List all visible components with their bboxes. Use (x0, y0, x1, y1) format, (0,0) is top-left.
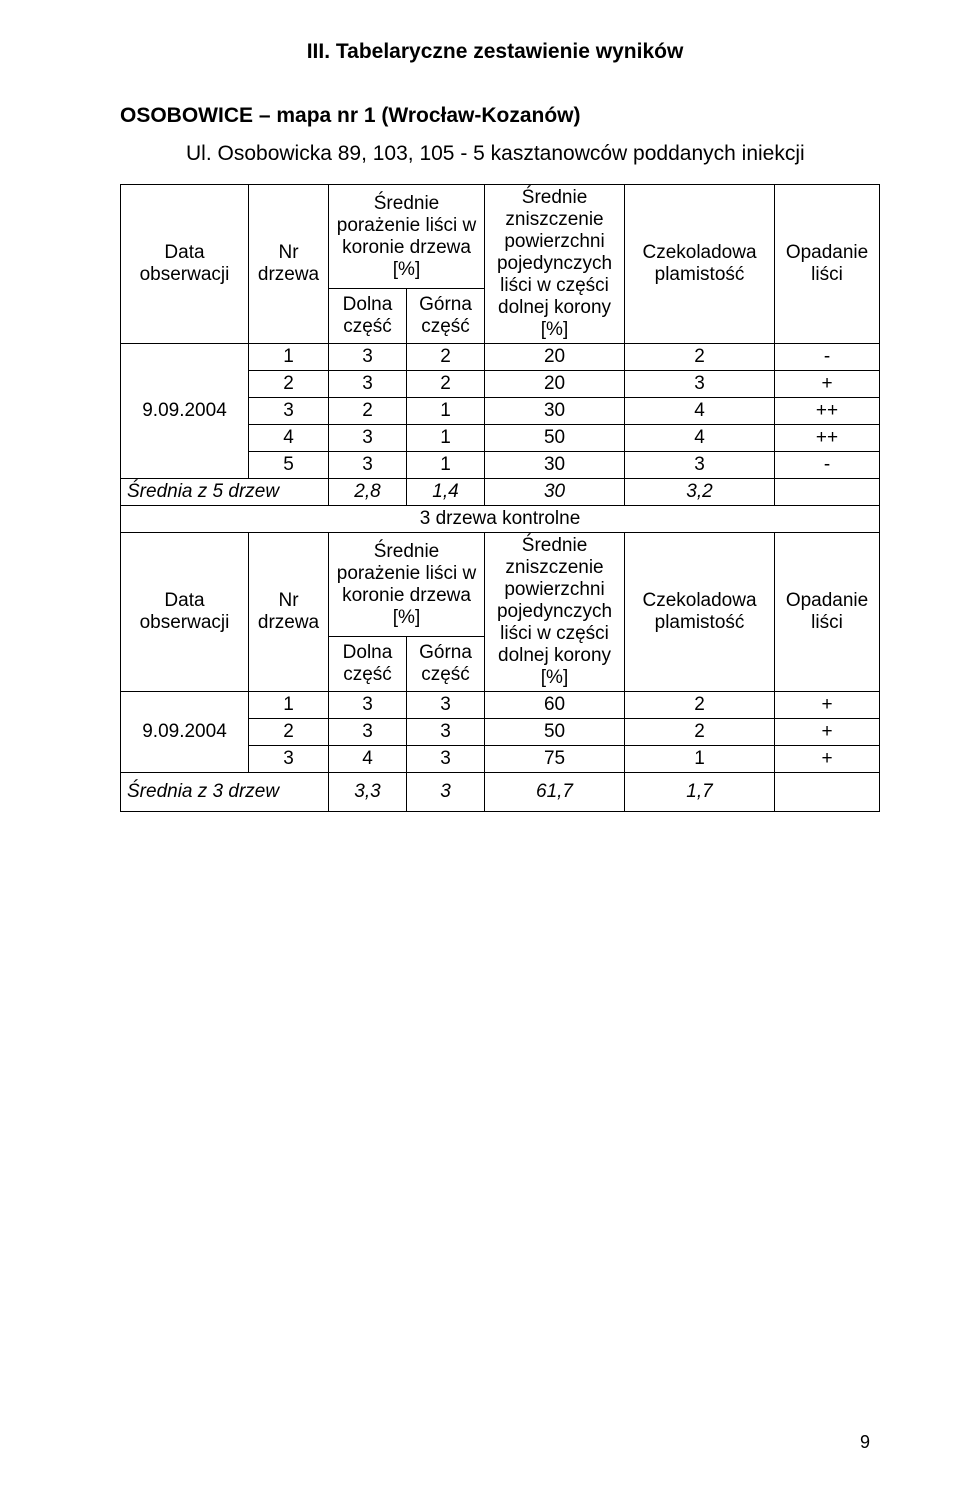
cell: 2 (407, 344, 485, 371)
page-number: 9 (860, 1432, 870, 1453)
street-heading: Ul. Osobowicka 89, 103, 105 - 5 kasztano… (186, 142, 870, 166)
hdr-czeko: Czekoladowa plamistość (625, 533, 775, 692)
cell: 3,3 (329, 773, 407, 812)
cell: 50 (485, 719, 625, 746)
cell: 4 (625, 425, 775, 452)
cell: ++ (775, 425, 880, 452)
cell: 1 (249, 344, 329, 371)
location-heading: OSOBOWICE – mapa nr 1 (Wrocław-Kozanów) (120, 104, 870, 128)
cell: 3 (407, 692, 485, 719)
cell: 30 (485, 398, 625, 425)
cell: 3 (329, 344, 407, 371)
avg-label: Średnia z 3 drzew (121, 773, 329, 812)
cell: 2 (329, 398, 407, 425)
cell: 3 (407, 773, 485, 812)
page-title: III. Tabelaryczne zestawienie wyników (120, 40, 870, 64)
cell: + (775, 719, 880, 746)
cell: 2 (249, 719, 329, 746)
cell: 3 (329, 692, 407, 719)
cell: 3 (625, 371, 775, 398)
cell: 4 (329, 746, 407, 773)
cell: 3 (625, 452, 775, 479)
hdr-czeko: Czekoladowa plamistość (625, 185, 775, 344)
cell: 3 (407, 746, 485, 773)
cell: 3 (407, 719, 485, 746)
cell: 1 (407, 398, 485, 425)
cell: 2,8 (329, 479, 407, 506)
hdr-opad: Opadanie liści (775, 185, 880, 344)
cell (775, 479, 880, 506)
avg-row: Średnia z 5 drzew 2,8 1,4 30 3,2 (121, 479, 880, 506)
hdr-sred-znisz: Średnie zniszczenie powierzchni pojedync… (485, 533, 625, 692)
cell: + (775, 692, 880, 719)
hdr-sred-poraz: Średnie porażenie liści w koronie drzewa… (329, 533, 485, 637)
control-heading-row: 3 drzewa kontrolne (121, 506, 880, 533)
cell: 3 (329, 452, 407, 479)
date-cell: 9.09.2004 (121, 692, 249, 773)
hdr-dolna: Dolna część (329, 637, 407, 692)
cell: 60 (485, 692, 625, 719)
cell: 3 (249, 746, 329, 773)
date-cell: 9.09.2004 (121, 344, 249, 479)
hdr-nr-drzewa: Nr drzewa (249, 185, 329, 344)
cell: 2 (407, 371, 485, 398)
hdr-nr-drzewa: Nr drzewa (249, 533, 329, 692)
cell: 1,7 (625, 773, 775, 812)
cell: - (775, 344, 880, 371)
cell: 2 (625, 344, 775, 371)
hdr-sred-znisz: Średnie zniszczenie powierzchni pojedync… (485, 185, 625, 344)
cell: 75 (485, 746, 625, 773)
results-table: Data obserwacji Nr drzewa Średnie poraże… (120, 184, 880, 812)
hdr-opad: Opadanie liści (775, 533, 880, 692)
cell: 30 (485, 452, 625, 479)
cell: ++ (775, 398, 880, 425)
cell: 1 (407, 452, 485, 479)
cell (775, 773, 880, 812)
cell: 3 (329, 425, 407, 452)
cell: 5 (249, 452, 329, 479)
cell: + (775, 746, 880, 773)
cell: 1,4 (407, 479, 485, 506)
cell: 20 (485, 344, 625, 371)
table-row: 9.09.2004 1 3 2 20 2 - (121, 344, 880, 371)
hdr-gorna: Górna część (407, 637, 485, 692)
cell: 1 (625, 746, 775, 773)
hdr-sred-poraz: Średnie porażenie liści w koronie drzewa… (329, 185, 485, 289)
avg-label: Średnia z 5 drzew (121, 479, 329, 506)
cell: 4 (249, 425, 329, 452)
table-row: 9.09.2004 1 3 3 60 2 + (121, 692, 880, 719)
cell: 4 (625, 398, 775, 425)
cell: 61,7 (485, 773, 625, 812)
cell: 1 (249, 692, 329, 719)
cell: + (775, 371, 880, 398)
cell: 2 (249, 371, 329, 398)
cell: 30 (485, 479, 625, 506)
cell: 2 (625, 692, 775, 719)
hdr-data-obs: Data obserwacji (121, 533, 249, 692)
avg-row: Średnia z 3 drzew 3,3 3 61,7 1,7 (121, 773, 880, 812)
cell: 3 (249, 398, 329, 425)
hdr-data-obs: Data obserwacji (121, 185, 249, 344)
cell: 3 (329, 719, 407, 746)
cell: 1 (407, 425, 485, 452)
cell: 20 (485, 371, 625, 398)
hdr-gorna: Górna część (407, 289, 485, 344)
cell: 50 (485, 425, 625, 452)
cell: 2 (625, 719, 775, 746)
cell: - (775, 452, 880, 479)
cell: 3,2 (625, 479, 775, 506)
hdr-dolna: Dolna część (329, 289, 407, 344)
control-heading: 3 drzewa kontrolne (121, 506, 880, 533)
cell: 3 (329, 371, 407, 398)
